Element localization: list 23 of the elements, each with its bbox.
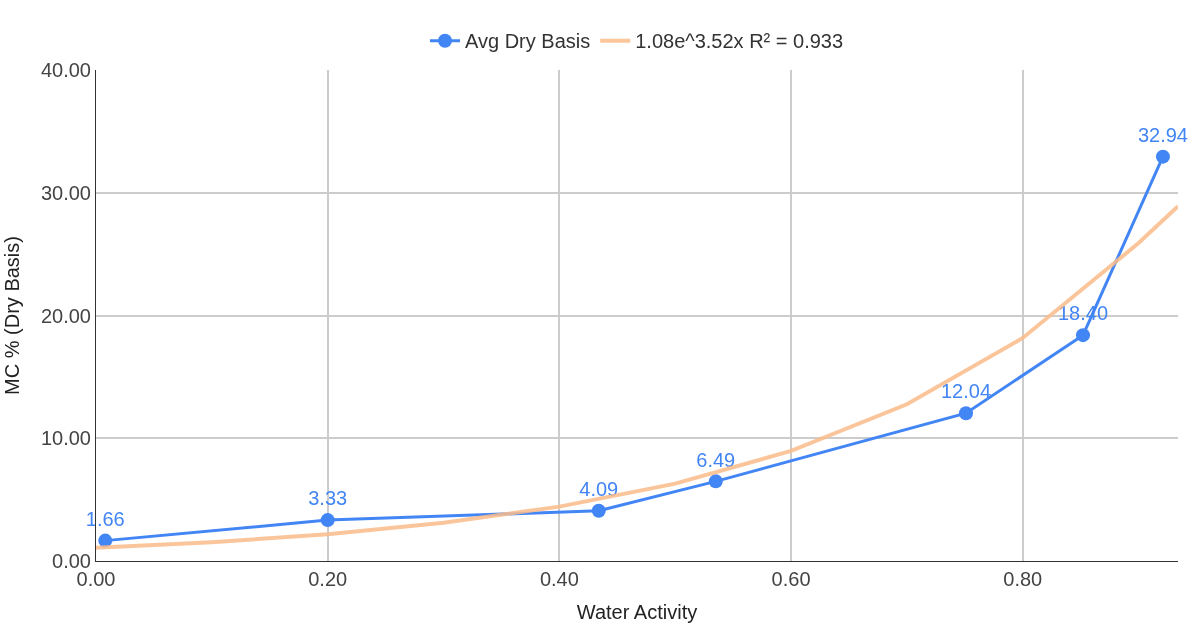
point [1155, 149, 1170, 164]
data-label: 32.94 [1137, 123, 1188, 146]
x-axis-title: Water Activity [576, 600, 698, 623]
x-tick-label: 0.40 [539, 568, 579, 590]
point [1076, 328, 1091, 343]
y-tick-label: 40.00 [40, 59, 91, 81]
x-tick-label: 0.80 [1003, 568, 1043, 590]
point [959, 406, 973, 421]
y-axis-title: MC % (Dry Basis) [1, 236, 24, 395]
data-label: 12.04 [940, 380, 992, 403]
x-tick-label: 0.60 [771, 568, 811, 590]
point [591, 503, 606, 518]
x-tick-label: 0.20 [308, 568, 348, 590]
y-tick-label: 30.00 [40, 181, 91, 204]
data-label: 4.09 [579, 478, 619, 501]
data-label: 6.49 [696, 448, 736, 471]
y-tick-label: 10.00 [40, 427, 91, 450]
point [708, 474, 723, 489]
data-label: 3.33 [308, 487, 348, 510]
point [320, 513, 335, 528]
legend-label: Avg Dry Basis [465, 30, 591, 53]
y-tick-label: 20.00 [40, 304, 91, 327]
legend-label: 1.08e^3.52x R² = 0.933 [635, 30, 844, 53]
